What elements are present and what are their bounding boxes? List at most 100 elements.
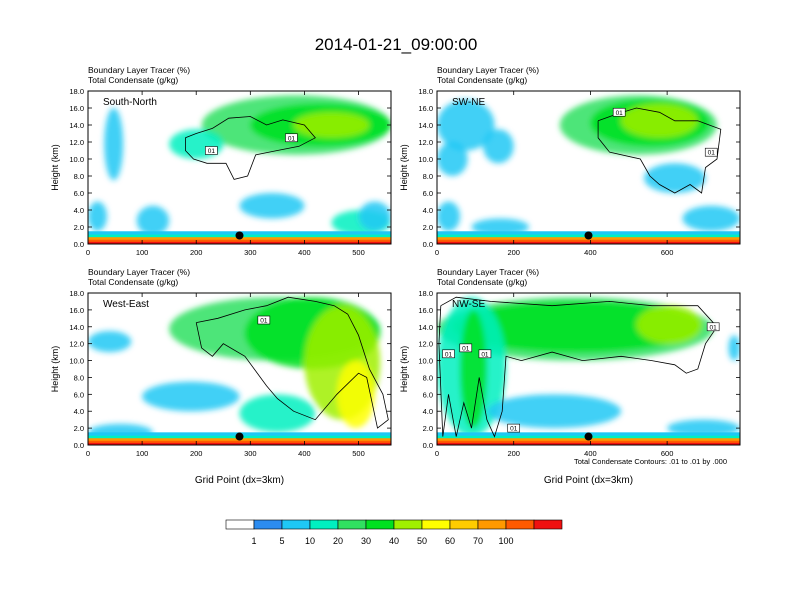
field-blob: [293, 112, 370, 138]
field-blob: [336, 360, 375, 429]
field-blob: [136, 205, 170, 236]
x-tick-label: 400: [584, 449, 597, 458]
colorbar-label: 40: [389, 536, 399, 546]
x-tick-label: 100: [136, 449, 149, 458]
contour-label: 01: [708, 150, 716, 157]
x-tick-label: 200: [507, 248, 520, 257]
plot-area: 01 01 01 01 01: [437, 293, 740, 445]
y-tick-label: 2.0: [74, 424, 84, 433]
field-blob: [358, 201, 391, 232]
x-tick-label: 600: [661, 449, 674, 458]
y-tick-label: 16.0: [418, 104, 433, 113]
x-tick-label: 200: [190, 449, 203, 458]
field-blob: [239, 193, 305, 219]
boundary-layer-band: [88, 442, 391, 445]
contour-label: 01: [260, 318, 268, 325]
colorbar-label: 60: [445, 536, 455, 546]
y-tick-label: 14.0: [69, 121, 84, 130]
contour-label-box: [706, 322, 720, 332]
y-tick-label: 2.0: [423, 424, 433, 433]
contour-label-box: [285, 133, 298, 143]
colorbar-swatch: [281, 519, 311, 530]
boundary-layer-band: [88, 241, 391, 244]
contour-label-box: [612, 107, 626, 117]
contour-footnote: Total Condensate Contours: .01 to .01 by…: [574, 457, 727, 466]
plot-area: 01 01: [88, 91, 391, 244]
figure-title: 2014-01-21_09:00:00: [315, 35, 478, 54]
y-tick-label: 14.0: [418, 323, 433, 332]
field-blob: [486, 394, 622, 429]
x-tick-label: 500: [352, 248, 365, 257]
contour-label: 01: [288, 135, 296, 142]
field-blob: [239, 394, 316, 433]
y-tick-label: 18.0: [418, 87, 433, 96]
location-marker: [235, 231, 244, 240]
colorbar-label: 70: [473, 536, 483, 546]
y-tick-label: 0.0: [423, 441, 433, 450]
colorbar-swatch: [421, 519, 451, 530]
x-tick-label: 200: [190, 248, 203, 257]
colorbar-swatch: [365, 519, 395, 530]
field-blob: [728, 335, 740, 361]
y-tick-label: 8.0: [423, 172, 433, 181]
y-tick-label: 10.0: [69, 155, 84, 164]
colorbar-swatch: [253, 519, 283, 530]
y-tick-label: 6.0: [74, 189, 84, 198]
y-tick-label: 18.0: [69, 87, 84, 96]
y-tick-label: 14.0: [418, 121, 433, 130]
x-tick-label: 0: [435, 248, 439, 257]
x-tick-label: 200: [507, 449, 520, 458]
field-blob: [644, 163, 706, 193]
plot-frame: [87, 292, 392, 446]
colorbar-swatch: [225, 519, 255, 530]
field-blob: [88, 201, 107, 232]
x-tick-label: 500: [352, 449, 365, 458]
y-tick-label: 4.0: [74, 206, 84, 215]
field-blob: [437, 142, 468, 176]
panel-2: 01 01 SW-NE Boundary Layer Tracer (%)Total …: [399, 65, 741, 257]
condensate-contour: [184, 116, 316, 180]
x-tick-label: 400: [298, 449, 311, 458]
field-blob: [437, 201, 461, 232]
plot-area: 01: [88, 293, 391, 445]
y-tick-label: 12.0: [69, 340, 84, 349]
y-tick-label: 4.0: [423, 206, 433, 215]
x-tick-label: 600: [661, 248, 674, 257]
colorbar-swatch: [309, 519, 339, 530]
y-tick-label: 18.0: [69, 289, 84, 298]
y-tick-label: 10.0: [418, 155, 433, 164]
colorbar-label: 100: [498, 536, 513, 546]
contour-label-box: [459, 343, 473, 353]
plot-frame: [436, 292, 741, 446]
y-tick-label: 4.0: [74, 407, 84, 416]
field-blob: [636, 305, 702, 344]
y-tick-label: 0.0: [423, 240, 433, 249]
y-tick-label: 12.0: [418, 138, 433, 147]
panel-label: West-East: [103, 299, 149, 310]
y-tick-label: 6.0: [74, 390, 84, 399]
location-marker: [584, 432, 593, 441]
contour-label-box: [257, 315, 271, 325]
y-tick-label: 8.0: [74, 172, 84, 181]
y-tick-label: 6.0: [423, 189, 433, 198]
x-tick-label: 0: [86, 248, 90, 257]
field-blob: [460, 309, 487, 429]
contour-label: 01: [208, 148, 216, 155]
x-tick-label: 400: [298, 248, 311, 257]
colorbar-swatch: [533, 519, 563, 530]
colorbar-swatch: [505, 519, 535, 530]
panel-1: 01 01 South-North Boundary Layer Tracer (%)…: [50, 65, 392, 257]
contour-label-box: [478, 349, 492, 359]
contour-label: 01: [445, 351, 453, 358]
y-tick-label: 12.0: [69, 138, 84, 147]
y-tick-label: 16.0: [418, 306, 433, 315]
y-axis-label: Height (km): [399, 346, 409, 393]
x-tick-label: 0: [435, 449, 439, 458]
x-tick-label: 300: [244, 248, 257, 257]
field-blob: [621, 103, 698, 138]
colorbar-label: 30: [361, 536, 371, 546]
condensate-contour: [438, 296, 718, 438]
y-tick-label: 14.0: [69, 323, 84, 332]
boundary-layer-band: [437, 442, 740, 445]
